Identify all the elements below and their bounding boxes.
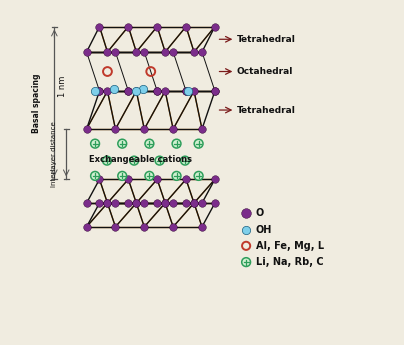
Circle shape: [155, 156, 164, 165]
Circle shape: [145, 171, 154, 180]
Text: Interlayer distance: Interlayer distance: [51, 121, 57, 187]
Text: Basal spacing: Basal spacing: [32, 73, 41, 133]
Circle shape: [103, 156, 112, 165]
Text: Exchangeable cations: Exchangeable cations: [89, 155, 192, 164]
Circle shape: [90, 139, 99, 148]
Text: OH: OH: [256, 225, 272, 235]
Text: 1 nm: 1 nm: [58, 75, 67, 97]
Circle shape: [181, 156, 189, 165]
Circle shape: [194, 171, 203, 180]
Circle shape: [118, 139, 126, 148]
Circle shape: [242, 258, 250, 267]
Circle shape: [145, 139, 154, 148]
Circle shape: [172, 139, 181, 148]
Text: Al, Fe, Mg, L: Al, Fe, Mg, L: [256, 241, 324, 251]
Text: Li, Na, Rb, C: Li, Na, Rb, C: [256, 257, 323, 267]
Text: O: O: [256, 208, 264, 218]
Circle shape: [118, 171, 126, 180]
Text: Tetrahedral: Tetrahedral: [237, 106, 296, 115]
Circle shape: [194, 139, 203, 148]
Text: Octahedral: Octahedral: [237, 67, 293, 76]
Circle shape: [172, 171, 181, 180]
Circle shape: [130, 156, 139, 165]
Text: Tetrahedral: Tetrahedral: [237, 35, 296, 44]
Circle shape: [90, 171, 99, 180]
